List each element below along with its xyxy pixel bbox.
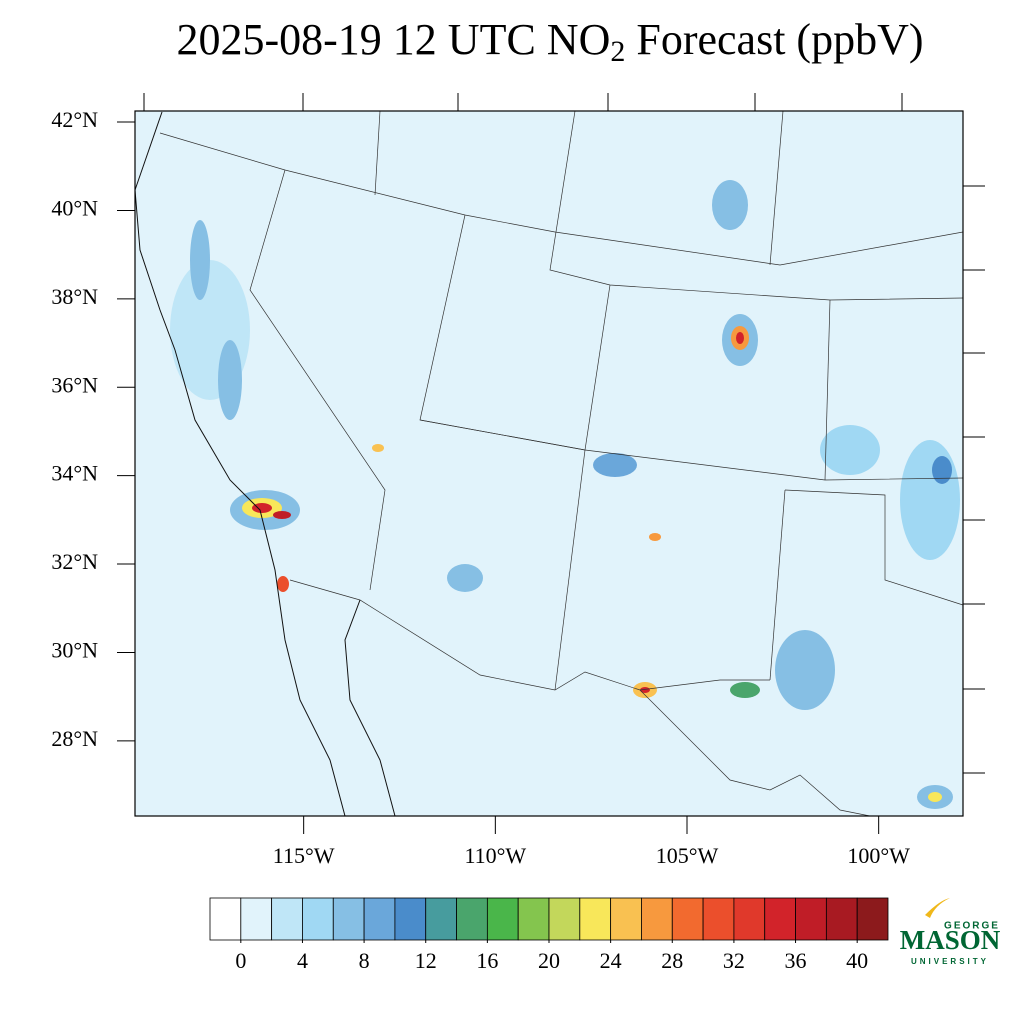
colorbar-box [610,897,642,941]
colorbar-label: 32 [723,948,745,973]
map-frame [134,110,964,817]
colorbar-box [579,897,612,941]
lat-label: 30°N [51,638,98,663]
lon-label: 115°W [273,843,335,868]
state-borders [159,110,964,817]
colorbar-box [856,897,889,941]
concentration-field [170,180,960,809]
logo: GEORGE MASON UNIVERSITY [900,898,1001,966]
title-rest: Forecast (ppbV) [625,15,923,64]
lat-label: 38°N [51,284,98,309]
lat-label: 32°N [51,549,98,574]
title-subscript: 2 [610,35,625,68]
frame-ticks [143,93,985,774]
lon-label: 105°W [656,843,719,868]
colorbar-label: 24 [600,948,622,973]
colorbar-box [332,897,365,941]
colorbar-box [456,897,488,941]
coastline [134,111,396,817]
logo-top: GEORGE [944,921,1000,932]
colorbar-box [425,897,457,941]
lat-label: 36°N [51,372,98,397]
map [134,93,985,817]
colorbar-box [641,897,673,941]
title-main: 2025-08-19 12 UTC NO [177,15,611,64]
colorbar-label: 16 [476,948,498,973]
lat-label: 40°N [51,195,98,220]
colorbar-box [671,897,704,941]
logo-bottom: UNIVERSITY [911,957,989,966]
colorbar-box [795,897,827,941]
colorbar-box [764,897,796,941]
colorbar-box [733,897,766,941]
colorbar-box [302,897,334,941]
colorbar-label: 8 [359,948,370,973]
colorbar-label: 20 [538,948,560,973]
title: 2025-08-19 12 UTC NO2 Forecast (ppbV) [177,15,924,68]
colorbar-box [517,897,550,941]
lat-label: 34°N [51,461,98,486]
logo-name: MASON [900,925,1001,955]
colorbar-label: 36 [785,948,807,973]
colorbar-box [271,897,303,941]
colorbar-box [209,897,242,941]
colorbar-label: 4 [297,948,308,973]
lon-label: 110°W [464,843,526,868]
colorbar-box [702,897,735,941]
colorbar-label: 40 [846,948,868,973]
colorbar-box [394,897,427,941]
colorbar-box [363,897,396,941]
colorbar-box [240,897,273,941]
colorbar-label: 12 [415,948,437,973]
colorbar-box [548,897,581,941]
colorbar-label: 28 [661,948,683,973]
colorbar-label: 0 [235,948,246,973]
lon-label: 100°W [847,843,910,868]
colorbar-box [486,897,519,941]
lat-label: 42°N [51,107,98,132]
lat-label: 28°N [51,726,98,751]
colorbar-box [825,897,858,941]
